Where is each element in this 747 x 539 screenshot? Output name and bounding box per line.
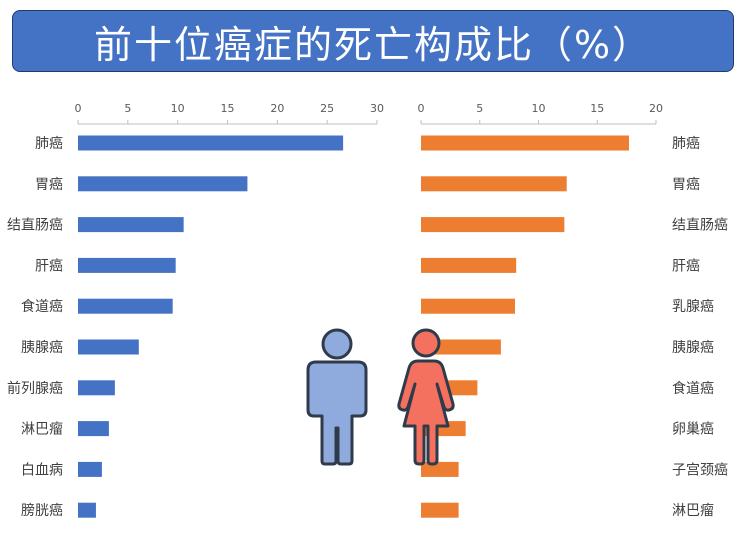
bar: [421, 217, 565, 233]
category-label: 结直肠癌: [7, 217, 63, 234]
bar: [78, 461, 102, 477]
bar: [421, 461, 459, 477]
bar: [421, 298, 515, 314]
category-label: 肺癌: [672, 136, 700, 152]
category-label: 白血病: [21, 462, 63, 478]
tick-label: 20: [270, 102, 284, 115]
bar: [78, 176, 248, 192]
bar: [421, 339, 501, 355]
tick-label: 0: [418, 102, 425, 115]
category-label: 肝癌: [672, 258, 700, 274]
category-label: 膀胱癌: [21, 502, 63, 519]
bar: [78, 502, 96, 518]
category-label: 结直肠癌: [672, 217, 728, 234]
bar: [78, 298, 173, 314]
category-label: 胃癌: [672, 177, 700, 193]
chart-title-banner: 前十位癌症的死亡构成比（%）: [12, 10, 734, 72]
bar: [78, 339, 139, 355]
bar: [78, 380, 115, 396]
bar: [421, 502, 459, 518]
category-label: 乳腺癌: [672, 299, 714, 315]
category-label: 肝癌: [35, 258, 63, 274]
tick-label: 15: [221, 102, 235, 115]
category-label: 食道癌: [672, 380, 714, 397]
tick-label: 10: [532, 102, 546, 115]
male-bar-chart: 0 5 10 15 20 25 30 肺癌胃癌结直肠癌肝癌食道癌胰腺癌前列腺癌淋巴瘤白血病膀胱…: [7, 102, 384, 519]
category-label: 前列腺癌: [7, 380, 63, 397]
tick-label: 0: [75, 102, 82, 115]
chart-title: 前十位癌症的死亡构成比（%）: [93, 22, 653, 67]
bar: [78, 257, 176, 273]
tick-label: 25: [320, 102, 334, 115]
tick-label: 5: [476, 102, 483, 115]
category-label: 胃癌: [35, 177, 63, 193]
category-label: 子宫颈癌: [672, 462, 728, 478]
tick-label: 5: [124, 102, 131, 115]
bar: [421, 176, 567, 192]
bar: [78, 421, 109, 437]
category-label: 食道癌: [21, 298, 63, 315]
bar: [421, 135, 629, 151]
category-label: 淋巴瘤: [672, 502, 714, 519]
male-person-icon: [306, 328, 368, 466]
bar: [421, 257, 517, 273]
tick-label: 20: [649, 102, 663, 115]
tick-label: 30: [370, 102, 384, 115]
bar: [78, 135, 344, 151]
tick-label: 15: [590, 102, 604, 115]
category-label: 胰腺癌: [672, 340, 714, 356]
tick-label: 10: [171, 102, 185, 115]
category-label: 淋巴瘤: [21, 421, 63, 438]
bar: [78, 217, 184, 233]
category-label: 卵巢癌: [672, 422, 714, 438]
category-label: 肺癌: [35, 136, 63, 152]
category-label: 胰腺癌: [21, 340, 63, 356]
female-person-icon: [397, 328, 455, 466]
